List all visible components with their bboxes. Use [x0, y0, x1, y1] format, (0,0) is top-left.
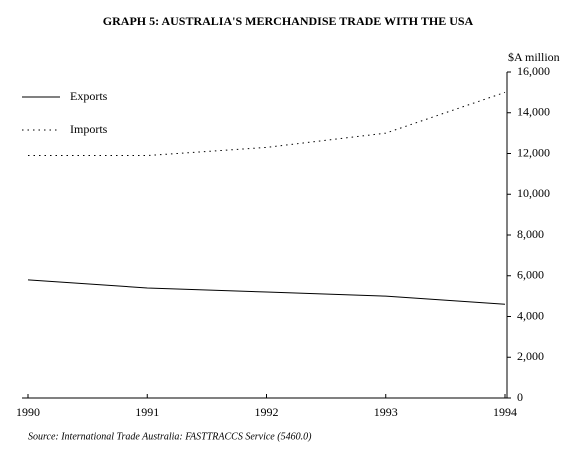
x-tick-label: 1990: [16, 405, 40, 419]
x-tick-label: 1994: [493, 405, 517, 419]
y-tick-label: 14,000: [517, 105, 550, 119]
y-axis-label: $A million: [508, 50, 560, 64]
y-tick-label: 10,000: [517, 186, 550, 200]
chart-title: GRAPH 5: AUSTRALIA'S MERCHANDISE TRADE W…: [103, 14, 474, 28]
x-tick-label: 1993: [374, 405, 398, 419]
y-tick-label: 4,000: [517, 308, 544, 322]
source-note: Source: International Trade Australia: F…: [28, 431, 312, 442]
x-tick-label: 1991: [135, 405, 159, 419]
y-tick-label: 2,000: [517, 349, 544, 363]
y-tick-label: 8,000: [517, 227, 544, 241]
series-line: [27, 279, 506, 305]
y-tick-label: 16,000: [517, 64, 550, 78]
y-tick-label: 12,000: [517, 145, 550, 159]
x-tick-label: 1992: [255, 405, 279, 419]
legend-label: Imports: [70, 122, 108, 136]
y-tick-label: 0: [517, 390, 523, 404]
y-tick-label: 6,000: [517, 268, 544, 282]
legend-label: Exports: [70, 89, 108, 103]
